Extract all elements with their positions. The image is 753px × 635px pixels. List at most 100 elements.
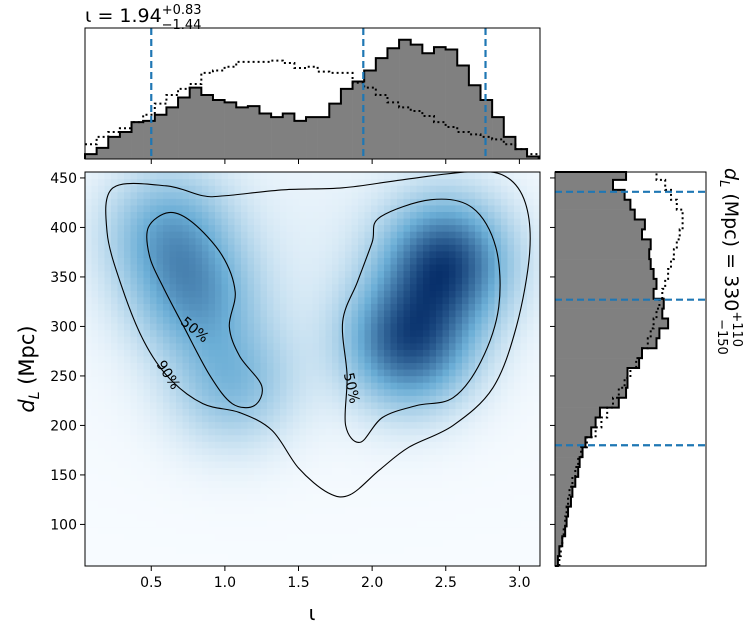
- heatmap-cell: [117, 250, 125, 258]
- heatmap-cell: [293, 414, 301, 423]
- heatmap-cell: [416, 539, 424, 547]
- heatmap-cell: [494, 355, 502, 364]
- heatmap-cell: [358, 257, 366, 265]
- heatmap-cell: [481, 434, 489, 442]
- heatmap-cell: [130, 231, 138, 239]
- heatmap-cell: [351, 375, 359, 383]
- heatmap-cell: [390, 493, 398, 501]
- heatmap-cell: [442, 500, 450, 508]
- heatmap-cell: [364, 290, 372, 298]
- heatmap-cell: [306, 520, 314, 528]
- heatmap-cell: [332, 382, 340, 390]
- heatmap-cell: [241, 493, 249, 501]
- heatmap-cell: [416, 500, 424, 508]
- heatmap-cell: [182, 263, 190, 272]
- heatmap-cell: [377, 362, 385, 370]
- heatmap-cell: [384, 428, 392, 436]
- heatmap-cell: [514, 198, 522, 206]
- heatmap-cell: [98, 191, 106, 199]
- heatmap-cell: [403, 217, 411, 226]
- heatmap-cell: [481, 559, 489, 566]
- heatmap-cell: [228, 237, 236, 245]
- heatmap-cell: [306, 428, 314, 436]
- heatmap-cell: [403, 428, 411, 436]
- heatmap-cell: [234, 185, 242, 193]
- heatmap-cell: [176, 178, 184, 186]
- heatmap-cell: [182, 323, 190, 331]
- heatmap-cell: [429, 513, 437, 521]
- heatmap-cell: [338, 454, 346, 462]
- heatmap-cell: [358, 441, 366, 449]
- heatmap-cell: [514, 329, 522, 337]
- heatmap-cell: [338, 526, 346, 534]
- heatmap-cell: [221, 559, 229, 566]
- heatmap-cell: [390, 237, 398, 245]
- heatmap-cell: [351, 559, 359, 566]
- heatmap-cell: [98, 342, 106, 350]
- heatmap-cell: [423, 546, 431, 554]
- heatmap-cell: [241, 500, 249, 508]
- heatmap-cell: [325, 480, 333, 488]
- heatmap-cell: [319, 224, 327, 232]
- heatmap-cell: [371, 270, 379, 278]
- heatmap-cell: [397, 224, 405, 232]
- heatmap-cell: [137, 250, 145, 258]
- heatmap-cell: [410, 231, 418, 239]
- heatmap-cell: [397, 290, 405, 298]
- posterior-bin: [352, 81, 365, 159]
- posterior-bin: [555, 387, 627, 399]
- heatmap-cell: [137, 323, 145, 331]
- heatmap-cell: [260, 388, 268, 396]
- heatmap-cell: [124, 500, 132, 508]
- heatmap-cell: [124, 474, 132, 482]
- heatmap-cell: [241, 421, 249, 429]
- heatmap-cell: [501, 434, 509, 442]
- heatmap-cell: [130, 172, 138, 180]
- heatmap-cell: [481, 329, 489, 337]
- heatmap-cell: [397, 500, 405, 508]
- heatmap-cell: [442, 520, 450, 528]
- heatmap-cell: [325, 224, 333, 232]
- heatmap-cell: [156, 237, 164, 245]
- heatmap-cell: [351, 408, 359, 416]
- heatmap-cell: [384, 283, 392, 291]
- heatmap-cell: [215, 290, 223, 298]
- heatmap-cell: [182, 434, 190, 442]
- heatmap-cell: [325, 316, 333, 324]
- heatmap-cell: [156, 513, 164, 521]
- heatmap-cell: [156, 355, 164, 364]
- heatmap-cell: [215, 198, 223, 206]
- heatmap-cell: [182, 408, 190, 416]
- heatmap-cell: [377, 526, 385, 534]
- right-marginal-panel: dL (Mpc) = 330+110−150: [550, 168, 744, 567]
- heatmap-cell: [455, 454, 463, 462]
- heatmap-cell: [215, 362, 223, 370]
- heatmap-cell: [163, 460, 171, 469]
- heatmap-cell: [228, 513, 236, 521]
- heatmap-cell: [176, 500, 184, 508]
- heatmap-cell: [351, 336, 359, 344]
- heatmap-cell: [111, 395, 119, 403]
- heatmap-cell: [416, 552, 424, 561]
- heatmap-cell: [436, 277, 444, 285]
- heatmap-cell: [202, 336, 210, 344]
- heatmap-cell: [215, 323, 223, 331]
- heatmap-cell: [247, 369, 255, 377]
- heatmap-cell: [507, 506, 515, 515]
- heatmap-cell: [176, 408, 184, 416]
- heatmap-cell: [163, 257, 171, 265]
- heatmap-cell: [377, 474, 385, 482]
- heatmap-cell: [182, 231, 190, 239]
- heatmap-cell: [462, 493, 470, 501]
- heatmap-cell: [169, 493, 177, 501]
- heatmap-cell: [247, 349, 255, 357]
- heatmap-cell: [182, 500, 190, 508]
- heatmap-cell: [332, 546, 340, 554]
- heatmap-cell: [455, 493, 463, 501]
- heatmap-cell: [364, 467, 372, 475]
- heatmap-cell: [85, 414, 93, 423]
- heatmap-cell: [384, 231, 392, 239]
- heatmap-cell: [345, 224, 353, 232]
- heatmap-cell: [514, 421, 522, 429]
- heatmap-cell: [241, 204, 249, 212]
